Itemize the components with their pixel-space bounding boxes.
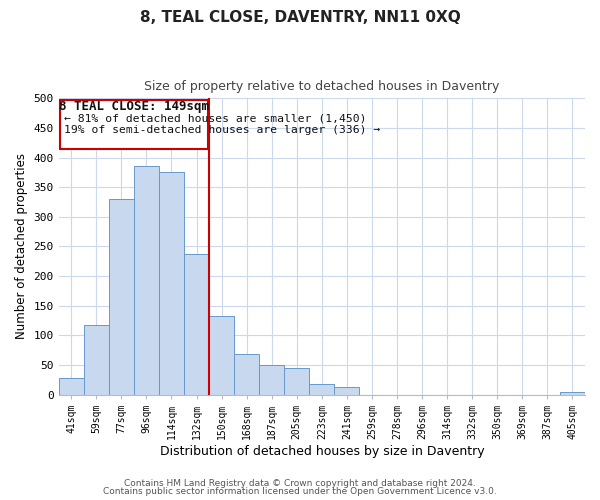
Text: Contains public sector information licensed under the Open Government Licence v3: Contains public sector information licen…	[103, 488, 497, 496]
Text: 19% of semi-detached houses are larger (336) →: 19% of semi-detached houses are larger (…	[64, 124, 380, 134]
Bar	[334, 387, 359, 394]
Bar	[59, 378, 84, 394]
Text: Contains HM Land Registry data © Crown copyright and database right 2024.: Contains HM Land Registry data © Crown c…	[124, 478, 476, 488]
X-axis label: Distribution of detached houses by size in Daventry: Distribution of detached houses by size …	[160, 444, 484, 458]
Bar	[310, 384, 334, 394]
Bar	[159, 172, 184, 394]
Text: 8, TEAL CLOSE, DAVENTRY, NN11 0XQ: 8, TEAL CLOSE, DAVENTRY, NN11 0XQ	[140, 10, 460, 25]
Title: Size of property relative to detached houses in Daventry: Size of property relative to detached ho…	[144, 80, 500, 93]
Bar	[284, 368, 310, 394]
Bar	[84, 326, 109, 394]
Bar	[234, 354, 259, 395]
Bar	[560, 392, 585, 394]
Bar	[109, 199, 134, 394]
Y-axis label: Number of detached properties: Number of detached properties	[15, 154, 28, 340]
Bar	[209, 316, 234, 394]
Bar	[184, 254, 209, 394]
Text: 8 TEAL CLOSE: 149sqm: 8 TEAL CLOSE: 149sqm	[59, 100, 209, 112]
Bar	[134, 166, 159, 394]
Text: ← 81% of detached houses are smaller (1,450): ← 81% of detached houses are smaller (1,…	[64, 114, 366, 124]
Bar	[259, 365, 284, 394]
FancyBboxPatch shape	[60, 100, 208, 148]
